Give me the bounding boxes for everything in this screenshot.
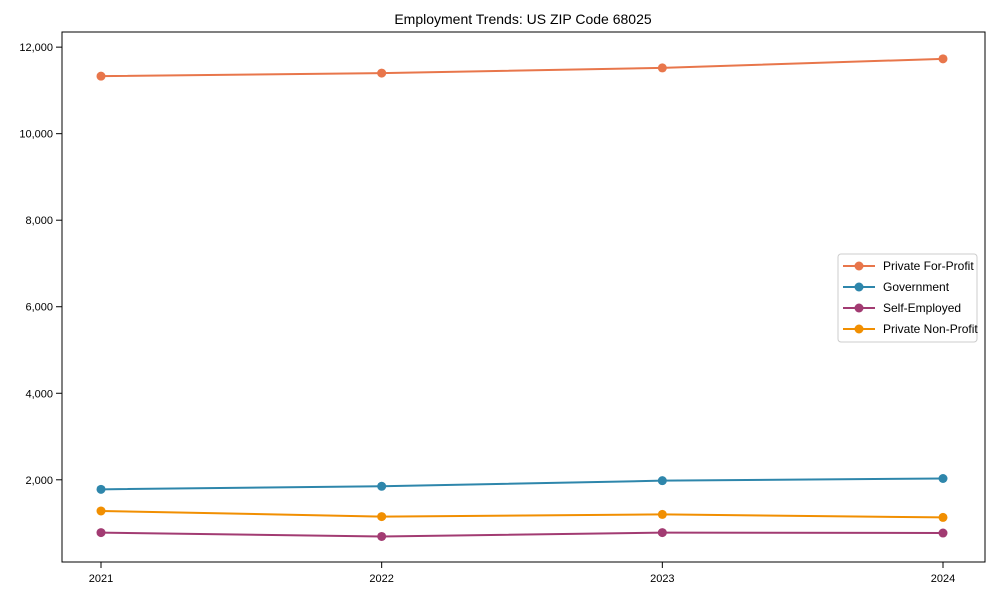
plot-frame [61, 31, 986, 563]
data-point-marker [96, 528, 106, 538]
legend-marker [854, 303, 864, 313]
data-point-marker [96, 484, 106, 494]
data-point-marker [657, 63, 667, 73]
plot-border [61, 31, 986, 563]
y-tick-label: 12,000 [19, 42, 53, 54]
data-point-marker [938, 473, 948, 483]
data-point-marker [377, 512, 387, 522]
x-tick-label: 2021 [89, 573, 113, 585]
data-point-marker [377, 68, 387, 78]
data-point-marker [377, 531, 387, 541]
data-point-marker [96, 506, 106, 516]
y-tick-label: 4,000 [25, 388, 53, 400]
data-point-marker [938, 512, 948, 522]
y-tick-label: 6,000 [25, 302, 53, 314]
series-line [100, 509, 944, 519]
data-point-marker [657, 509, 667, 519]
series-line [100, 531, 944, 538]
x-tick-label: 2023 [650, 573, 674, 585]
legend-box [837, 253, 978, 343]
data-point-marker [938, 528, 948, 538]
legend-label: Government [883, 280, 950, 294]
data-point-marker [657, 528, 667, 538]
y-tick-label: 10,000 [19, 129, 53, 141]
chart-title: Employment Trends: US ZIP Code 68025 [394, 11, 652, 27]
y-tick-label: 8,000 [25, 215, 53, 227]
x-axis-ticks: 2021 2022 2023 2024 [89, 562, 955, 585]
legend-marker [854, 282, 864, 292]
data-point-marker [96, 71, 106, 81]
y-axis-ticks: 2,000 4,000 6,000 8,000 10,000 12,000 [19, 42, 62, 487]
legend-label: Private Non-Profit [883, 322, 978, 336]
legend: Private For-Profit Government Self-Employe… [837, 253, 978, 343]
legend-label: Private For-Profit [883, 259, 974, 273]
series-line [100, 57, 944, 78]
data-point-marker [657, 476, 667, 486]
data-point-marker [377, 481, 387, 491]
series-line [100, 477, 944, 491]
x-tick-label: 2024 [931, 573, 955, 585]
legend-marker [854, 261, 864, 271]
legend-marker [854, 324, 864, 334]
x-tick-label: 2022 [369, 573, 393, 585]
y-tick-label: 2,000 [25, 475, 53, 487]
series-lines [96, 54, 948, 541]
legend-label: Self-Employed [883, 301, 961, 315]
data-point-marker [938, 54, 948, 64]
